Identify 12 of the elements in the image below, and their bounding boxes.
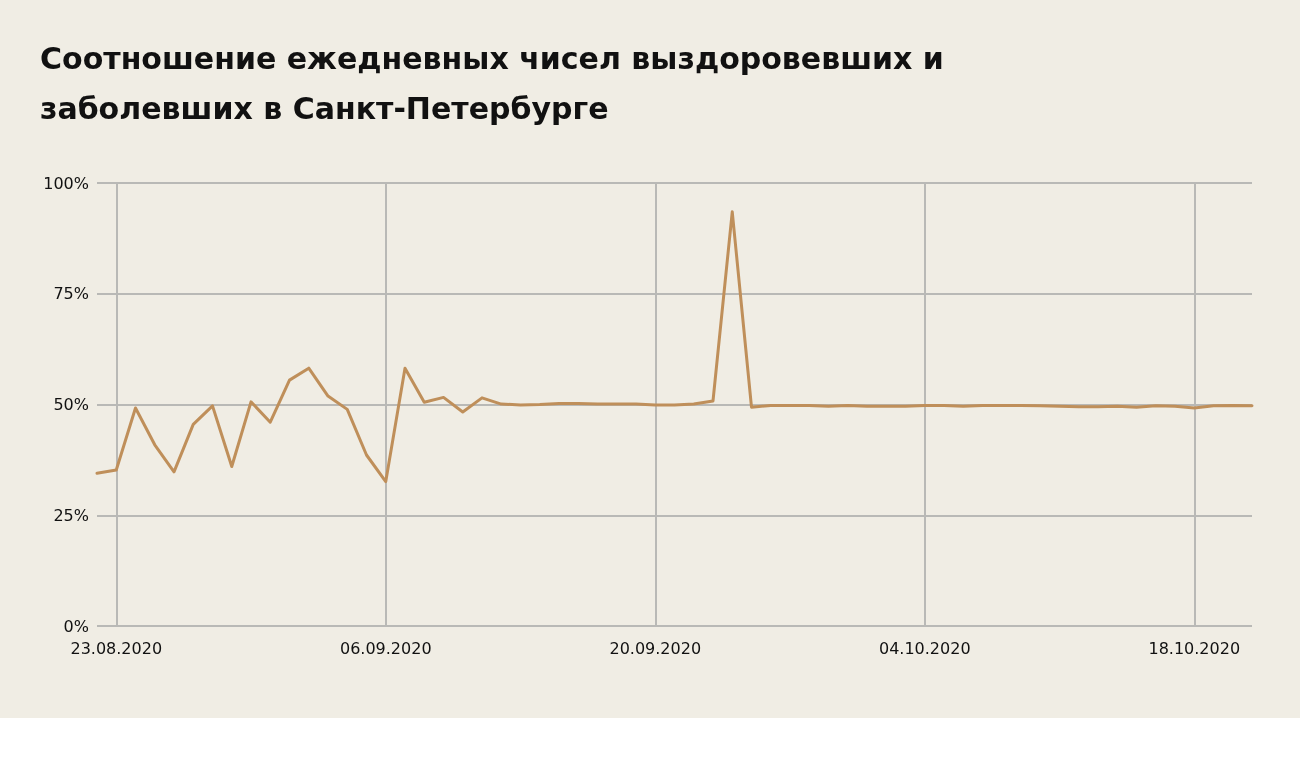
line-series xyxy=(95,210,1254,484)
x-tick-label: 04.10.2020 xyxy=(878,638,971,658)
x-tick-label: 20.09.2020 xyxy=(609,638,702,658)
y-tick-label: 50% xyxy=(53,395,89,414)
x-tick-label: 06.09.2020 xyxy=(339,638,432,658)
y-tick-label: 75% xyxy=(53,284,89,304)
y-tick-label: 0% xyxy=(63,616,89,636)
x-tick-label: 23.08.2020 xyxy=(70,638,163,658)
y-tick-label: 25% xyxy=(53,505,89,525)
x-tick-label: 18.10.2020 xyxy=(1148,638,1241,658)
y-tick-label: 100% xyxy=(43,173,89,193)
chart-title: Соотношение ежедневных чисел выздоровевших и заболевших в Санкт-Петербурге xyxy=(40,40,945,128)
